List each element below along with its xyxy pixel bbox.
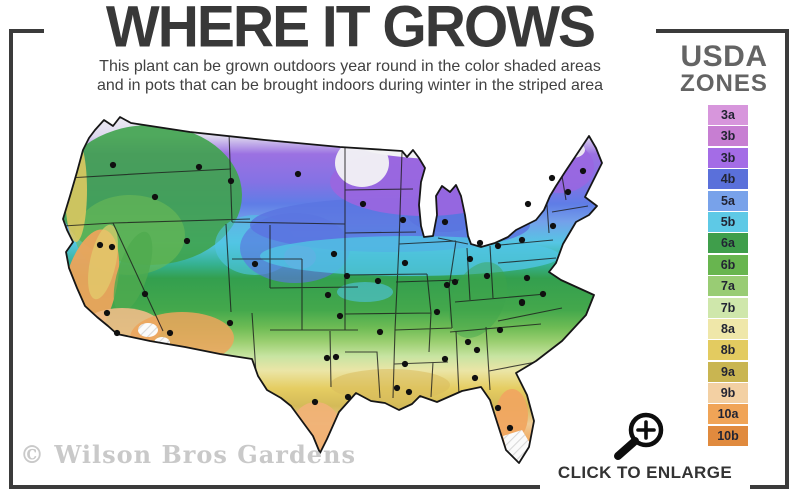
zone-chip-7b: 7b xyxy=(708,297,748,318)
city-dot xyxy=(332,353,340,361)
zone-chip-10a: 10a xyxy=(708,404,748,425)
subtitle-line-2: and in pots that can be brought indoors … xyxy=(96,77,604,94)
city-dot xyxy=(108,243,116,251)
legend-title-usda: USDA xyxy=(680,40,768,73)
city-dot xyxy=(183,237,191,245)
city-dot xyxy=(523,274,531,282)
city-dot xyxy=(548,174,556,182)
city-dot xyxy=(343,272,351,280)
city-dot xyxy=(483,272,491,280)
zone-chip-9b: 9b xyxy=(708,383,748,404)
city-dot xyxy=(226,319,234,327)
city-dot xyxy=(359,200,367,208)
zone-chip-6a: 6a xyxy=(708,233,748,254)
watermark: © Wilson Bros Gardens xyxy=(20,440,356,469)
city-dot xyxy=(473,346,481,354)
city-dot xyxy=(376,328,384,336)
zone-chip-8b: 8b xyxy=(708,340,748,361)
zone-chip-6b: 6b xyxy=(708,254,748,275)
header: WHERE IT GROWS xyxy=(44,0,656,56)
page-title: WHERE IT GROWS xyxy=(105,0,596,60)
city-dot xyxy=(336,312,344,320)
city-dot xyxy=(443,281,451,289)
zone-chip-10b: 10b xyxy=(708,425,748,446)
city-dot xyxy=(141,290,149,298)
city-dot xyxy=(441,218,449,226)
zone-chip-8a: 8a xyxy=(708,318,748,339)
city-dot xyxy=(401,259,409,267)
city-dot xyxy=(466,255,474,263)
city-dot xyxy=(113,329,121,337)
click-to-enlarge-label[interactable]: CLICK TO ENLARGE xyxy=(540,460,750,489)
magnifier-plus-icon[interactable] xyxy=(602,408,682,464)
city-dot xyxy=(374,277,382,285)
city-dot xyxy=(494,242,502,250)
city-dot xyxy=(539,290,547,298)
city-dots xyxy=(96,161,587,432)
city-dot xyxy=(494,404,502,412)
city-dot xyxy=(476,239,484,247)
state-borders xyxy=(63,131,589,399)
city-dot xyxy=(109,161,117,169)
city-dot xyxy=(401,360,409,368)
city-dot xyxy=(564,188,572,196)
zone-chip-3a: 3a xyxy=(708,105,748,125)
zone-chip-5a: 5a xyxy=(708,190,748,211)
city-dot xyxy=(471,374,479,382)
city-dot xyxy=(294,170,302,178)
zone-chip-5b: 5b xyxy=(708,211,748,232)
city-dot xyxy=(344,393,352,401)
striped-area-socal xyxy=(138,323,158,337)
subtitle-line-1: This plant can be grown outdoors year ro… xyxy=(99,58,601,75)
city-dot xyxy=(518,236,526,244)
city-dot xyxy=(103,309,111,317)
city-dot xyxy=(151,193,159,201)
subtitle: This plant can be grown outdoors year ro… xyxy=(44,57,656,95)
city-dot xyxy=(399,216,407,224)
zone-chip-7a: 7a xyxy=(708,276,748,297)
city-dot xyxy=(433,308,441,316)
city-dot xyxy=(323,354,331,362)
city-dot xyxy=(441,355,449,363)
zone-chip-4b: 4b xyxy=(708,169,748,190)
city-dot xyxy=(579,167,587,175)
city-dot xyxy=(166,329,174,337)
zone-chip-3b: 3b xyxy=(708,126,748,147)
zone-chip-9a: 9a xyxy=(708,361,748,382)
usda-zone-legend: 3a 3b 3b 4b 5a 5b 6a 6b 7a 7b 8a 8b 9a 9b 10a 10b xyxy=(708,105,748,447)
city-dot xyxy=(227,177,235,185)
city-dot xyxy=(393,384,401,392)
city-dot xyxy=(451,278,459,286)
city-dot xyxy=(464,338,472,346)
legend-title: USDA ZONES xyxy=(668,42,780,96)
city-dot xyxy=(251,260,259,268)
city-dot xyxy=(506,424,514,432)
city-dot xyxy=(330,250,338,258)
city-dot xyxy=(96,241,104,249)
city-dot xyxy=(549,222,557,230)
city-dot xyxy=(518,298,526,306)
legend-title-zones: ZONES xyxy=(680,70,768,97)
city-dot xyxy=(405,388,413,396)
city-dot xyxy=(496,326,504,334)
city-dot xyxy=(311,398,319,406)
city-dot xyxy=(524,200,532,208)
city-dot xyxy=(324,291,332,299)
zone-chip-3b: 3b xyxy=(708,147,748,168)
city-dot xyxy=(195,163,203,171)
